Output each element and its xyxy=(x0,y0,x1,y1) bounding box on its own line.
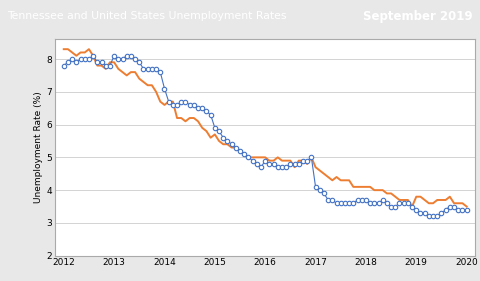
Text: Tennessee and United States Unemployment Rates: Tennessee and United States Unemployment… xyxy=(7,11,287,21)
Y-axis label: Unemployment Rate (%): Unemployment Rate (%) xyxy=(34,92,43,203)
Text: September 2019: September 2019 xyxy=(363,10,473,23)
